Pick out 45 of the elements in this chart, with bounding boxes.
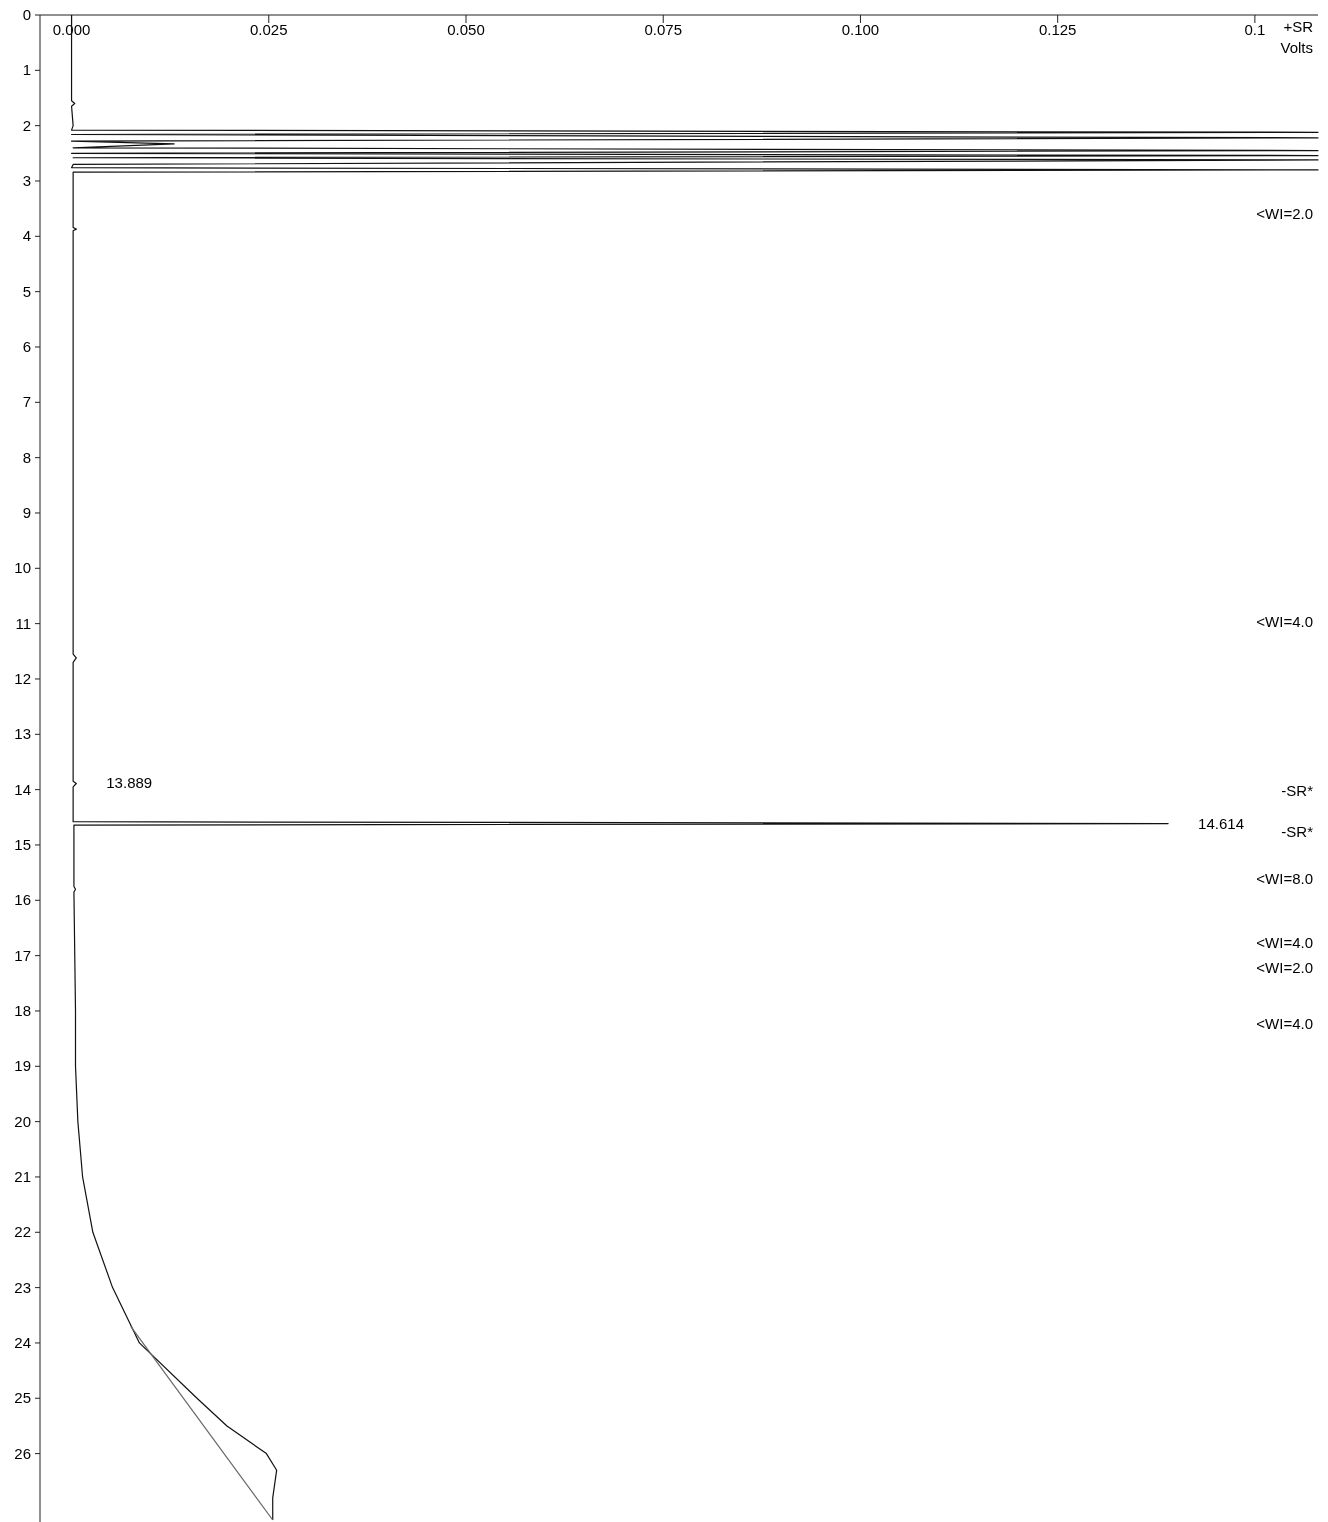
- y-tick-label: 7: [22, 393, 31, 411]
- x-tick-label: 0.125: [1038, 21, 1077, 38]
- x-axis-title: Volts: [1280, 39, 1313, 56]
- y-tick-label: 26: [14, 1444, 31, 1462]
- y-tick-label: 3: [22, 171, 31, 189]
- y-tick-label: 4: [22, 227, 31, 245]
- y-tick-label: 2: [22, 116, 31, 134]
- x-tick-label: 0.1: [1244, 21, 1266, 38]
- annotation: <WI=2.0: [1256, 959, 1313, 976]
- annotation: <WI=4.0: [1256, 934, 1313, 951]
- y-tick-label: 12: [14, 669, 31, 687]
- y-tick-label: 23: [14, 1278, 31, 1296]
- annotation: 13.889: [106, 774, 153, 792]
- x-tick-label: 0.025: [250, 21, 288, 38]
- y-tick-label: 25: [14, 1389, 31, 1407]
- annotation: <WI=4.0: [1256, 1015, 1313, 1032]
- annotation: -SR*: [1281, 823, 1314, 840]
- y-tick-label: 8: [22, 448, 31, 466]
- y-tick-label: 14: [14, 780, 31, 798]
- y-tick-label: 1: [22, 61, 31, 79]
- y-tick-label: 11: [15, 614, 31, 632]
- y-tick-label: 13: [14, 725, 31, 743]
- annotation: +SR: [1283, 18, 1314, 35]
- y-tick-label: 0: [22, 6, 31, 23]
- annotation: <WI=2.0: [1256, 205, 1313, 222]
- y-tick-label: 6: [22, 337, 31, 355]
- annotation: <WI=8.0: [1256, 870, 1313, 887]
- y-tick-label: 17: [14, 946, 31, 964]
- x-tick-label: 0.100: [841, 21, 880, 38]
- y-tick-label: 21: [14, 1167, 31, 1185]
- annotation: 14.614: [1198, 814, 1244, 832]
- y-tick-label: 19: [14, 1057, 31, 1075]
- y-tick-label: 18: [14, 1001, 31, 1019]
- x-tick-label: 0.050: [447, 21, 485, 38]
- y-tick-label: 16: [14, 891, 31, 909]
- y-tick-label: 15: [14, 835, 31, 853]
- annotation: -SR*: [1281, 782, 1314, 799]
- y-tick-label: 5: [22, 282, 31, 300]
- y-tick-label: 20: [14, 1112, 31, 1130]
- y-tick-label: 10: [14, 559, 31, 577]
- x-tick-label: 0.075: [644, 21, 682, 38]
- y-tick-label: 24: [14, 1333, 31, 1351]
- annotation: <WI=4.0: [1256, 613, 1313, 630]
- y-tick-label: 22: [14, 1223, 31, 1241]
- y-tick-label: 9: [22, 503, 31, 521]
